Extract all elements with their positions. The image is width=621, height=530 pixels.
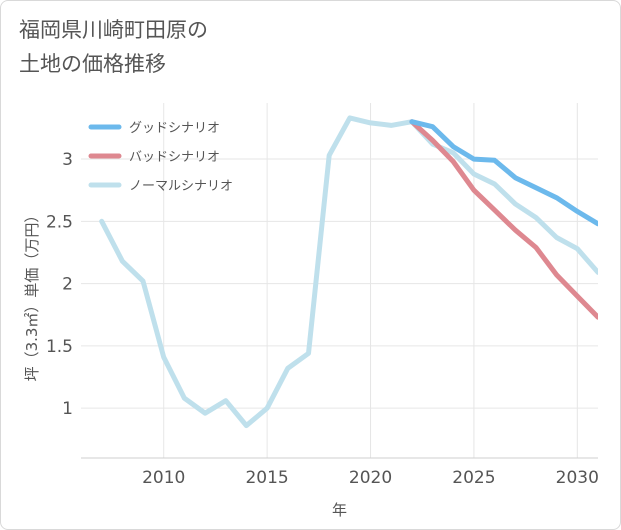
legend-label: グッドシナリオ — [129, 121, 220, 136]
y-tick-label: 3 — [62, 150, 73, 170]
x-tick-label: 2020 — [349, 468, 392, 488]
y-tick-label: 2.5 — [46, 212, 73, 232]
y-axis-title: 坪（3.3㎡）単価（万円） — [23, 208, 41, 382]
y-tick-label: 1.5 — [46, 337, 73, 357]
series-line-bad — [409, 119, 598, 320]
series-line-normal — [99, 115, 598, 429]
x-tick-label: 2030 — [556, 468, 599, 488]
series-line-good — [409, 119, 598, 227]
x-tick-label: 2015 — [245, 468, 288, 488]
x-axis-title: 年 — [332, 501, 347, 519]
x-tick-label: 2010 — [142, 468, 185, 488]
chart-title: 福岡県川崎町田原の 土地の価格推移 — [19, 18, 208, 76]
legend-label: バッドシナリオ — [129, 150, 220, 165]
legend-label: ノーマルシナリオ — [129, 179, 233, 194]
y-tick-label: 1 — [62, 399, 73, 419]
x-tick-label: 2025 — [452, 468, 495, 488]
y-tick-label: 2 — [62, 275, 73, 295]
